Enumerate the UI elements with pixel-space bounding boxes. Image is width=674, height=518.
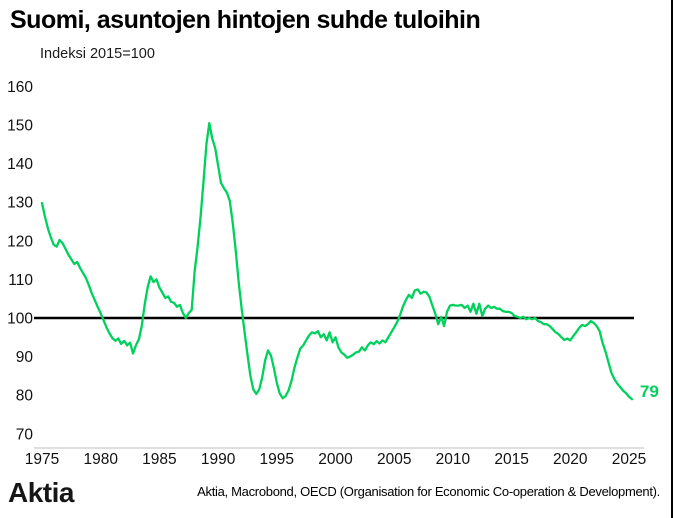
y-axis-tick-label: 160 [7, 79, 33, 96]
y-axis-tick-label: 120 [7, 233, 33, 250]
x-axis-tick-label: 2010 [436, 451, 471, 468]
y-axis-tick-label: 90 [16, 349, 34, 366]
end-value-label: 79 [640, 382, 659, 401]
y-axis-tick-label: 140 [7, 156, 33, 173]
chart-title: Suomi, asuntojen hintojen suhde tuloihin [10, 6, 481, 34]
page-right-border [670, 0, 673, 518]
y-axis-tick-label: 70 [16, 426, 34, 443]
x-axis-tick-label: 2015 [494, 451, 528, 468]
y-axis-tick-label: 150 [7, 118, 33, 135]
y-axis-tick-label: 80 [16, 388, 34, 405]
x-axis-tick-label: 2000 [318, 451, 353, 468]
x-axis-tick-label: 1985 [142, 451, 176, 468]
aktia-logo: Aktia [8, 477, 74, 508]
y-axis-tick-label: 130 [7, 195, 33, 212]
y-axis-tick-label: 100 [7, 311, 33, 328]
y-axis-tick-label: 110 [8, 272, 33, 289]
x-axis-tick-label: 1995 [260, 451, 294, 468]
line-chart-canvas: 160 150 140 130 120 110 100 90 80 70 1975 1980 1985 1… [7, 79, 659, 468]
x-axis-tick-label: 1980 [83, 451, 118, 468]
source-attribution: Aktia, Macrobond, OECD (Organisation for… [197, 484, 660, 499]
x-axis-tick-label: 1990 [201, 451, 236, 468]
x-axis-tick-label: 2020 [553, 451, 588, 468]
x-axis-tick-label: 2005 [377, 451, 411, 468]
x-axis-tick-label: 2025 [612, 451, 646, 468]
chart-subtitle: Indeksi 2015=100 [40, 46, 155, 62]
price-to-income-line [40, 121, 634, 401]
x-axis-tick-label: 1975 [25, 451, 59, 468]
